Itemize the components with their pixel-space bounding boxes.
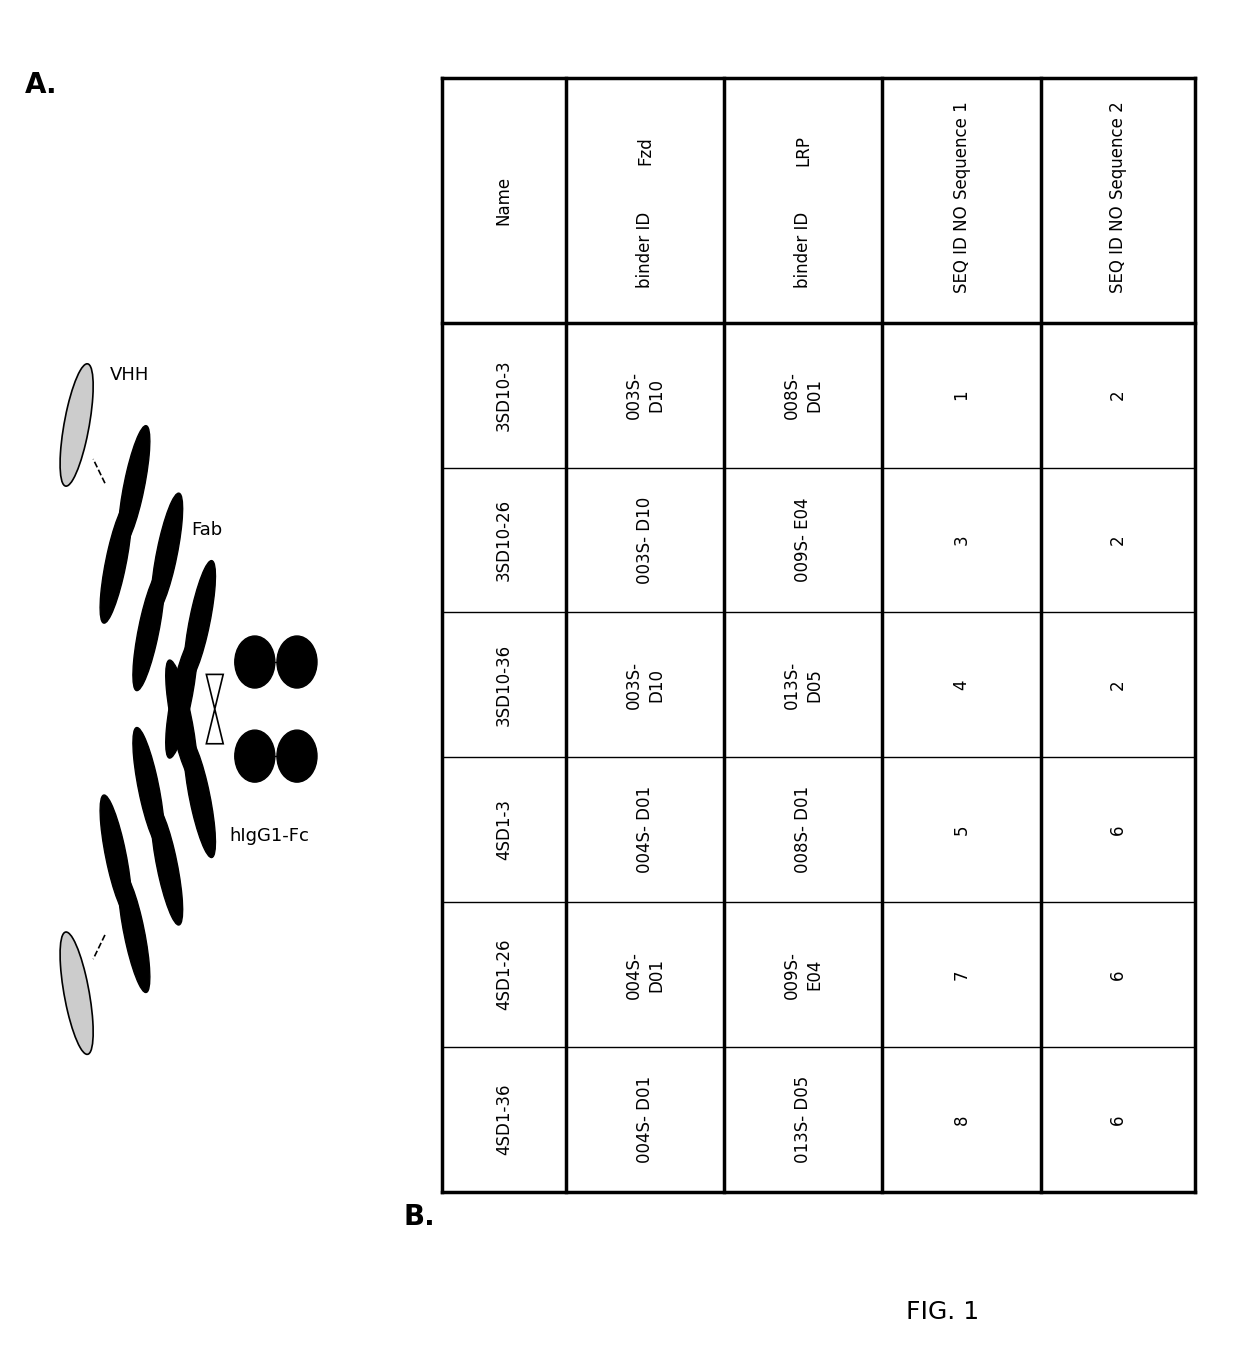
Text: 004S- D01: 004S- D01 bbox=[636, 786, 655, 874]
Text: 1: 1 bbox=[952, 390, 971, 401]
Text: 5: 5 bbox=[952, 825, 971, 835]
Text: LRP: LRP bbox=[795, 135, 812, 166]
Ellipse shape bbox=[184, 560, 216, 681]
Text: 003S- D10: 003S- D10 bbox=[636, 497, 655, 584]
Text: 003S-
D10: 003S- D10 bbox=[625, 371, 665, 419]
Text: Fzd: Fzd bbox=[636, 136, 655, 166]
Text: VHH: VHH bbox=[110, 366, 150, 385]
Text: 6: 6 bbox=[1109, 825, 1127, 835]
Text: 013S- D05: 013S- D05 bbox=[795, 1075, 812, 1163]
Ellipse shape bbox=[151, 493, 182, 614]
Text: Sequence 2: Sequence 2 bbox=[1109, 102, 1127, 199]
Ellipse shape bbox=[166, 638, 197, 758]
Ellipse shape bbox=[60, 931, 93, 1054]
Text: 7: 7 bbox=[952, 969, 971, 980]
Ellipse shape bbox=[60, 363, 93, 486]
Text: 3: 3 bbox=[952, 534, 971, 545]
Text: binder ID: binder ID bbox=[795, 211, 812, 288]
Ellipse shape bbox=[166, 660, 197, 781]
Text: binder ID: binder ID bbox=[636, 211, 655, 288]
Text: 008S- D01: 008S- D01 bbox=[795, 786, 812, 874]
Text: 009S-
E04: 009S- E04 bbox=[784, 950, 823, 999]
Text: SEQ ID NO: SEQ ID NO bbox=[952, 206, 971, 293]
Text: hIgG1-Fc: hIgG1-Fc bbox=[229, 826, 310, 845]
Ellipse shape bbox=[119, 425, 150, 546]
Bar bbox=[441, 78, 1195, 1193]
Ellipse shape bbox=[277, 730, 317, 782]
Text: 003S-
D10: 003S- D10 bbox=[625, 661, 665, 709]
Text: Name: Name bbox=[495, 175, 513, 225]
Text: 3SD10-26: 3SD10-26 bbox=[495, 499, 513, 581]
Ellipse shape bbox=[184, 738, 216, 857]
Ellipse shape bbox=[100, 795, 131, 915]
Text: B.: B. bbox=[403, 1203, 435, 1230]
Ellipse shape bbox=[234, 730, 275, 782]
Polygon shape bbox=[206, 709, 223, 744]
Ellipse shape bbox=[151, 805, 182, 925]
Text: SEQ ID NO: SEQ ID NO bbox=[1109, 206, 1127, 293]
Text: A.: A. bbox=[25, 71, 58, 100]
Text: 3SD10-3: 3SD10-3 bbox=[495, 359, 513, 431]
Text: 6: 6 bbox=[1109, 1114, 1127, 1125]
Text: 3SD10-36: 3SD10-36 bbox=[495, 643, 513, 725]
Text: 008S-
D01: 008S- D01 bbox=[784, 371, 823, 419]
Text: 2: 2 bbox=[1109, 680, 1127, 690]
Text: 4SD1-36: 4SD1-36 bbox=[495, 1084, 513, 1155]
Ellipse shape bbox=[277, 637, 317, 688]
Text: 2: 2 bbox=[1109, 390, 1127, 401]
Text: 4: 4 bbox=[952, 680, 971, 690]
Text: Sequence 1: Sequence 1 bbox=[952, 102, 971, 199]
Text: FIG. 1: FIG. 1 bbox=[906, 1300, 978, 1324]
Text: 2: 2 bbox=[1109, 534, 1127, 545]
Text: 013S-
D05: 013S- D05 bbox=[784, 661, 823, 709]
Text: 4SD1-3: 4SD1-3 bbox=[495, 800, 513, 860]
Text: 009S- E04: 009S- E04 bbox=[795, 498, 812, 583]
Text: 004S- D01: 004S- D01 bbox=[636, 1075, 655, 1163]
Ellipse shape bbox=[119, 872, 150, 992]
Ellipse shape bbox=[100, 503, 131, 623]
Text: 8: 8 bbox=[952, 1114, 971, 1125]
Text: 6: 6 bbox=[1109, 969, 1127, 980]
Text: 4SD1-26: 4SD1-26 bbox=[495, 940, 513, 1011]
Ellipse shape bbox=[234, 637, 275, 688]
Ellipse shape bbox=[133, 571, 164, 690]
Ellipse shape bbox=[133, 728, 164, 848]
Polygon shape bbox=[206, 674, 223, 709]
Text: 004S-
D01: 004S- D01 bbox=[625, 950, 665, 999]
Text: Fab: Fab bbox=[191, 521, 223, 538]
